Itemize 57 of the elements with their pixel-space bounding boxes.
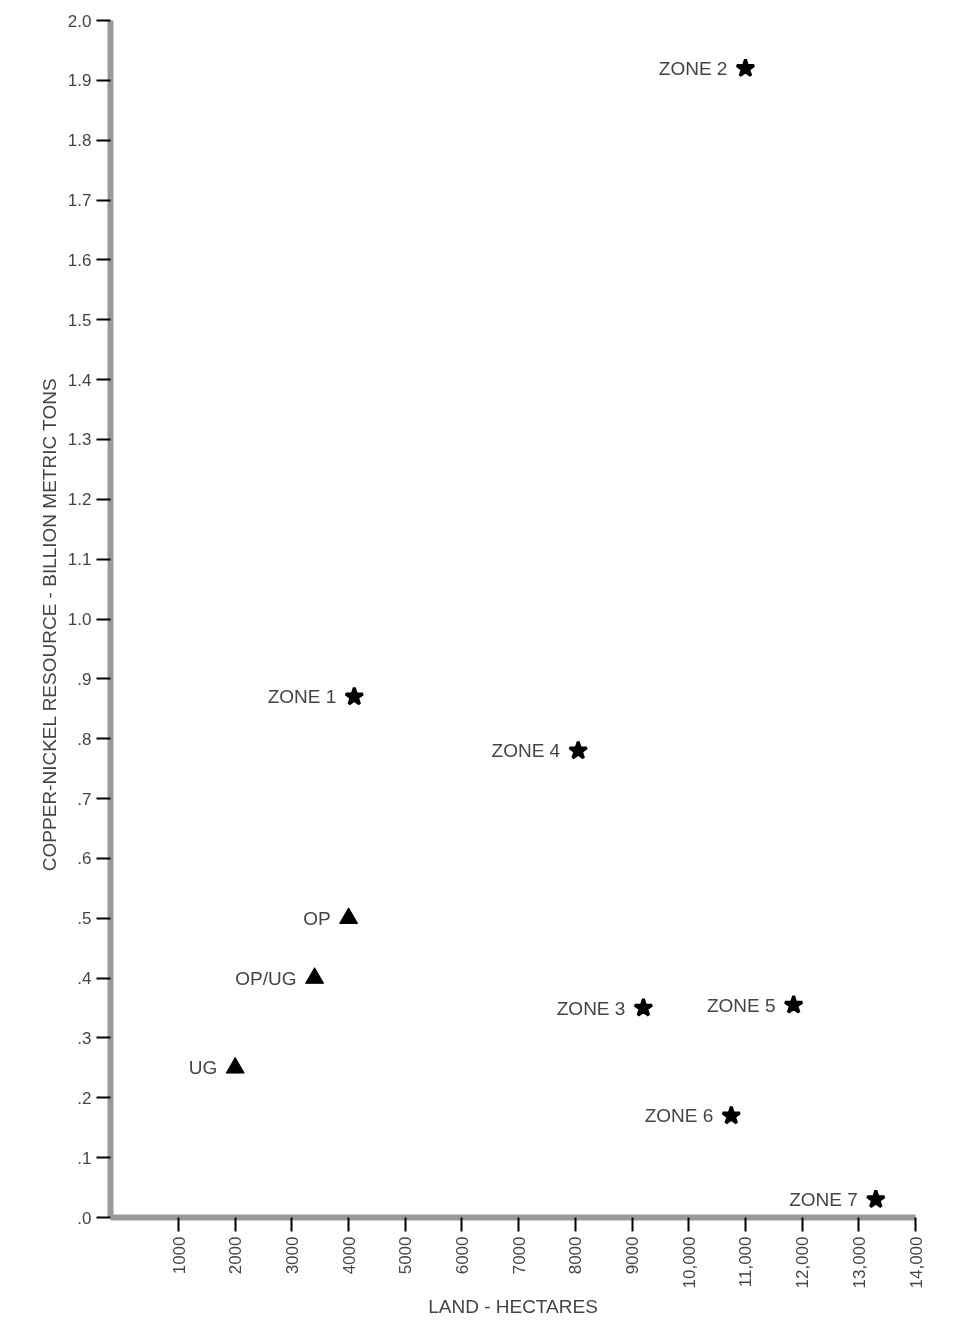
y-tick-label: 1.6 (67, 250, 92, 270)
x-tick-label: 13,000 (849, 1236, 869, 1289)
y-tick-label: .3 (77, 1028, 92, 1048)
annotation: ZONE 4 (491, 740, 561, 762)
y-tick-label: 1.1 (67, 550, 92, 570)
annotation: ZONE 5 (706, 994, 776, 1016)
x-axis-title: LAND - HECTARES (428, 1296, 598, 1318)
annotation: ZONE 1 (267, 686, 337, 708)
annotation: ZONE 7 (789, 1189, 858, 1211)
point (865, 1189, 886, 1209)
y-tick-label: .1 (77, 1148, 92, 1168)
x-tick-label: 14,000 (906, 1236, 926, 1289)
y-tick-label: .6 (77, 849, 92, 869)
y-tick-label: .4 (77, 969, 92, 989)
point (305, 967, 325, 984)
y-tick-label: 1.8 (67, 131, 92, 151)
x-tick-label: 8000 (566, 1236, 586, 1275)
x-tick-label: 5000 (396, 1236, 416, 1275)
y-tick-label: 1.2 (67, 490, 92, 510)
x-tick-label: 7000 (509, 1236, 529, 1275)
annotation: ZONE 3 (556, 997, 626, 1019)
y-axis-title: COPPER-NICKEL RESOURCE - BILLION METRIC TONS (38, 378, 60, 872)
y-tick-label: 1.3 (67, 430, 92, 450)
point (225, 1056, 245, 1074)
y-tick-label: .5 (77, 909, 92, 929)
point (344, 686, 365, 706)
y-tick-label: 1.4 (67, 370, 92, 390)
annotation: OP (303, 907, 331, 929)
x-tick-label: 4000 (339, 1236, 359, 1275)
y-tick-label: .8 (77, 729, 92, 749)
y-tick-label: 1.5 (67, 310, 92, 330)
x-tick-label: 6000 (452, 1236, 472, 1275)
x-tick-label: 3000 (282, 1236, 302, 1275)
point (735, 57, 756, 78)
y-tick-label: 1.0 (67, 610, 92, 629)
point (721, 1105, 742, 1125)
y-tick-label: 2.0 (67, 11, 92, 31)
y-tick-label: .0 (77, 1208, 92, 1228)
x-tick-label: 1000 (169, 1236, 189, 1275)
annotation: ZONE 6 (644, 1105, 714, 1127)
annotation: UG (188, 1057, 218, 1079)
y-tick-label: .2 (77, 1088, 92, 1108)
annotation: ZONE 2 (658, 57, 728, 79)
x-tick-label: 11,000 (736, 1236, 756, 1288)
point (339, 907, 359, 924)
annotation: OP/UG (235, 967, 297, 989)
y-tick-label: .9 (77, 669, 92, 689)
y-tick-label: 1.9 (67, 71, 92, 91)
point (568, 740, 589, 760)
x-tick-label: 10,000 (679, 1236, 699, 1289)
point (783, 994, 804, 1014)
point (633, 997, 654, 1017)
y-tick-label: 1.7 (67, 191, 92, 211)
y-tick-label: .7 (77, 789, 92, 809)
x-tick-label: 2000 (226, 1236, 246, 1275)
x-tick-label: 12,000 (793, 1236, 813, 1289)
x-tick-label: 9000 (623, 1236, 643, 1275)
